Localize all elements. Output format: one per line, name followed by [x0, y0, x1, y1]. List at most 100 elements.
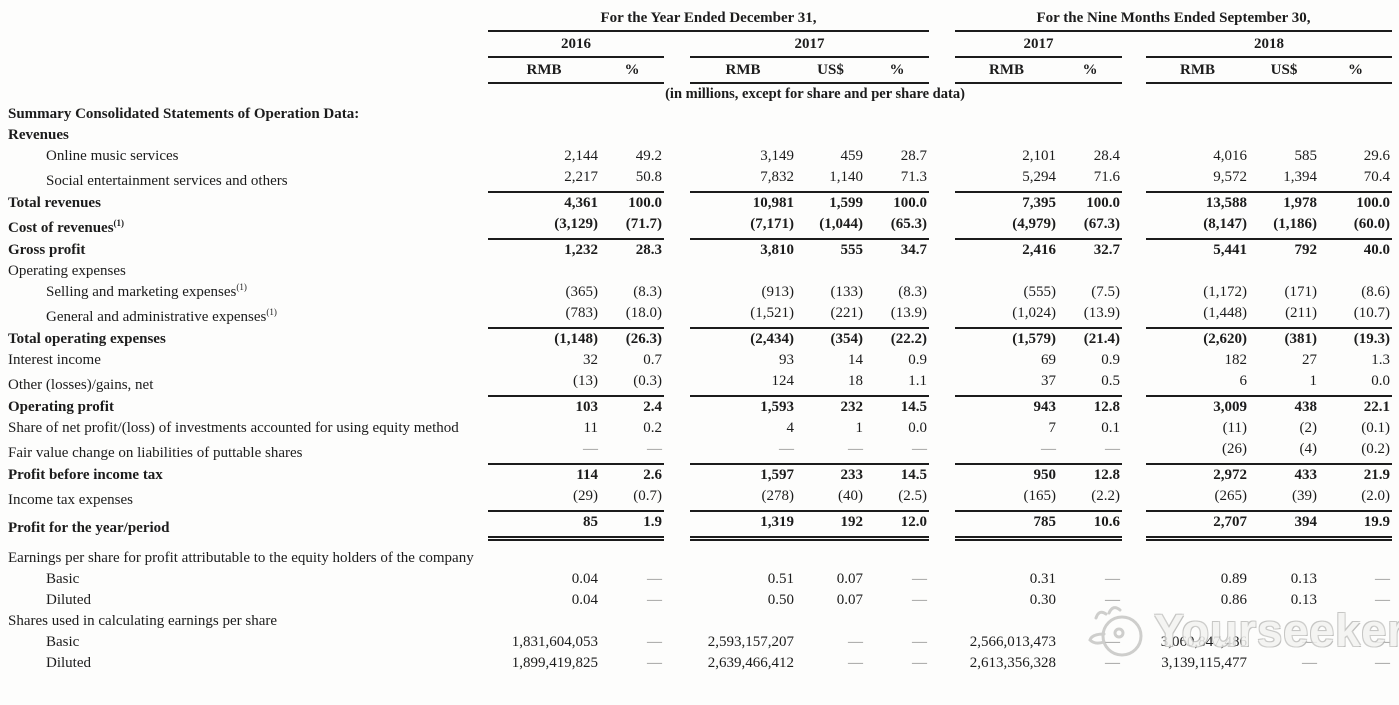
column-gap [929, 192, 955, 214]
cell-value: 10,981 [752, 195, 794, 211]
year-header-2016: 2016 [488, 31, 664, 58]
cell-value: 0.04 [571, 591, 598, 608]
column-gap [1122, 239, 1146, 261]
column-gap [664, 632, 690, 653]
cell-value: 192 [796, 511, 865, 541]
cell-value: (71.7) [600, 214, 664, 240]
cell-value [796, 104, 865, 125]
year-header-9m-2017: 2017 [955, 31, 1122, 58]
cell-value: 0.1 [1101, 420, 1120, 436]
cell-value: 4 [786, 420, 795, 436]
cell-value [1146, 125, 1249, 146]
cell-value [488, 125, 600, 146]
cell-value: (165) [955, 486, 1058, 512]
cell-value [1058, 611, 1122, 632]
cell-value: 438 [1294, 399, 1318, 415]
cell-value: 2.6 [643, 467, 662, 483]
cell-value: 950 [1033, 467, 1057, 483]
cell-value [955, 125, 1058, 146]
table-row: Diluted 1,899,419,825 — 2,639,466,412 — — 2,61… [0, 653, 1392, 674]
cell-value: 29.6 [1363, 148, 1391, 164]
cell-value: 2,144 [564, 148, 598, 164]
financial-table-body: Summary Consolidated Statements of Opera… [0, 104, 1393, 674]
cell-value: 93 [779, 352, 794, 368]
cell-value: — [1375, 570, 1391, 587]
cell-value: 40.0 [1363, 242, 1391, 258]
cell-value [690, 611, 796, 632]
cell-value: 12.0 [865, 511, 929, 541]
cell-value: — [647, 570, 662, 587]
cell-value: (365) [565, 284, 599, 300]
row-label: Fair value change on liabilities of putt… [8, 445, 303, 461]
cell-value: 1,978 [1283, 195, 1317, 211]
row-label: Basic [46, 570, 80, 587]
cell-value: (1,024) [955, 303, 1058, 329]
currency-header-row: RMB % RMB US$ % RMB % RMB US$ % [0, 57, 1393, 84]
column-gap [929, 611, 955, 632]
group-header-row: For the Year Ended December 31, For the … [0, 8, 1393, 32]
cell-value: (354) [830, 331, 864, 347]
year-header-2017: 2017 [690, 31, 929, 58]
cell-value: 2,707 [1146, 511, 1249, 541]
column-gap [1122, 214, 1146, 239]
cell-value [796, 261, 865, 282]
cell-value [488, 539, 600, 569]
column-gap [664, 350, 690, 371]
cell-value [1058, 539, 1122, 569]
row-label: General and administrative expenses(1) [46, 307, 277, 326]
table-row: Online music services 2,144 49.2 3,149 459 28… [0, 146, 1392, 167]
cell-value: (0.7) [600, 486, 664, 512]
cell-value: — [955, 439, 1058, 465]
cell-value: 1,319 [690, 511, 796, 541]
cell-value [488, 261, 600, 282]
table-row: Shares used in calculating earnings per … [0, 611, 1392, 632]
cell-value [1249, 261, 1319, 282]
column-gap [664, 104, 690, 125]
column-gap [664, 328, 690, 350]
cell-value [690, 261, 796, 282]
row-label: Total operating expenses [8, 331, 166, 347]
group-header-nine-months: For the Nine Months Ended September 30, [955, 8, 1393, 32]
cell-value: 69 [1041, 352, 1056, 368]
cell-value [1146, 104, 1249, 125]
cell-value: — [647, 633, 662, 650]
row-label: Earnings per share for profit attributab… [8, 549, 474, 566]
units-note: (in millions, except for share and per s… [665, 86, 965, 102]
cell-value: 0.31 [1029, 570, 1056, 587]
cell-value: 785 [955, 511, 1058, 541]
cell-value [1319, 125, 1392, 146]
cell-value: 0.89 [1220, 570, 1247, 587]
column-gap [1122, 303, 1146, 328]
cell-value: — [647, 591, 662, 608]
cell-value: 32.7 [1093, 242, 1120, 258]
cell-value: (0.2) [1319, 439, 1393, 465]
cell-value: — [1105, 633, 1120, 650]
column-gap [664, 464, 690, 486]
cell-value [955, 261, 1058, 282]
column-gap [1122, 261, 1146, 282]
column-gap [664, 371, 690, 396]
column-gap [664, 539, 690, 569]
cell-value: (2.0) [1319, 486, 1393, 512]
table-row: Basic 0.04 — 0.51 0.07 — 0.31 — 0.89 0.13 — [0, 569, 1392, 590]
cell-value: 1,597 [760, 467, 794, 483]
cell-value [600, 125, 664, 146]
cell-value [865, 261, 929, 282]
cell-value: — [488, 439, 600, 465]
group-gap [929, 8, 955, 31]
column-gap [929, 371, 955, 396]
group-header-year-ended: For the Year Ended December 31, [488, 8, 929, 32]
cell-value: 0.0 [908, 420, 927, 436]
cell-value: 13,588 [1205, 195, 1247, 211]
cell-value: (60.0) [1319, 214, 1393, 240]
col-header-rmb-2017: RMB [690, 57, 796, 84]
cell-value: (221) [796, 303, 865, 329]
column-gap [929, 418, 955, 439]
cell-value: (65.3) [865, 214, 929, 240]
cell-value: — [1105, 591, 1120, 608]
cell-value [1249, 125, 1319, 146]
row-label: Interest income [8, 352, 101, 368]
table-row: Share of net profit/(loss) of investment… [0, 418, 1392, 439]
cell-value: 18 [796, 371, 865, 397]
cell-value: 1,140 [796, 167, 865, 193]
